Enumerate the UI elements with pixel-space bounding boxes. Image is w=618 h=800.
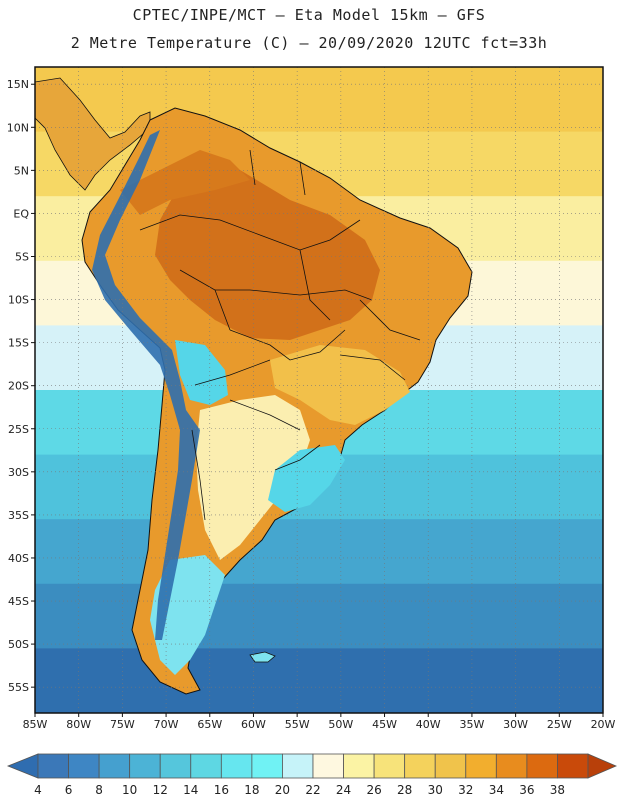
lat-label: 40S [8,552,29,565]
colorbar-label: 36 [519,783,534,797]
lat-label: 5S [15,250,29,263]
temperature-field [35,67,603,713]
colorbar-label: 20 [275,783,290,797]
lon-label: 25W [547,718,572,731]
map-title: CPTEC/INPE/MCT – Eta Model 15km – GFS [132,6,486,24]
lat-label: 15S [8,337,29,350]
lat-lon-grid [34,67,604,713]
lon-label: 50W [328,718,353,731]
colorbar-swatch [312,753,344,779]
colorbar-label: 30 [428,783,443,797]
colorbar-swatch [68,753,100,779]
colorbar-low-arrow [6,753,39,779]
andes-altiplano-cold [175,340,228,405]
lon-label: 45W [372,718,397,731]
colorbar-label: 4 [34,783,42,797]
colorbar-label: 34 [489,783,504,797]
lon-label: 65W [197,718,222,731]
lon-label: 35W [459,718,484,731]
latitude-axis: 15N 10N 5N EQ 5S 10S 15S 20S 25S 30S 35S 40S 45S 50S 5… [7,78,35,694]
lon-label: 85W [23,718,48,731]
lon-label: 80W [66,718,91,731]
colorbar-swatch [220,753,253,779]
lat-label: 35S [8,509,29,522]
colorbar-swatch [37,753,69,779]
lon-label: 40W [416,718,441,731]
country-borders [139,149,421,521]
map-frame [34,66,604,714]
lat-label: 5N [14,164,29,177]
lat-label: 25S [8,423,29,436]
colorbar-label: 12 [153,783,168,797]
amazon-hot-region [155,170,380,340]
andes-cold-strip [92,130,200,640]
ocean-band [35,519,603,585]
colorbar-label: 28 [397,783,412,797]
ocean-band [35,648,603,713]
colorbar-label: 6 [65,783,73,797]
lat-label: 10S [8,294,29,307]
lat-label: 45S [8,595,29,608]
colorbar-label: 8 [95,783,103,797]
lat-label: 20S [8,380,29,393]
lat-label: 55S [8,681,29,694]
colorbar-swatch [190,753,222,779]
colorbar-swatch [465,753,497,779]
colorbar-swatch [557,753,589,779]
lon-label: 60W [241,718,266,731]
colorbar-label: 14 [183,783,198,797]
lat-label: EQ [13,207,29,220]
colorbar-swatch [129,753,161,779]
colorbar-swatch [98,753,131,779]
southeast-mild-region [270,345,410,425]
colorbar-swatch [251,753,283,779]
colorbar-label: 22 [305,783,320,797]
lon-label: 70W [154,718,179,731]
lat-label: 10N [7,121,29,134]
lat-label: 15N [7,78,29,91]
map-subtitle: 2 Metre Temperature (C) – 20/09/2020 12U… [70,34,548,52]
colorbar-swatch [282,753,314,779]
colorbar-swatch [373,753,406,779]
uruguay-cold-region [268,445,345,512]
ocean-band [35,583,603,650]
colorbar-label: 26 [366,783,381,797]
longitude-axis: 85W 80W 75W 70W 65W 60W 55W 50W 45W 40W 35W 30W 25W 2… [23,713,616,731]
lon-label: 30W [503,718,528,731]
colorbar-label: 38 [550,783,565,797]
colorbar-label: 32 [458,783,473,797]
colorbar-high-arrow [587,753,618,779]
ocean-band [35,67,603,133]
colorbar-label: 16 [214,783,229,797]
colorbar-swatch [495,753,528,779]
colorbar-swatch [159,753,192,779]
falklands-islands [249,651,276,663]
lat-label: 50S [8,638,29,651]
colorbar-label: 18 [244,783,259,797]
northern-hot-region [120,150,250,215]
lon-label: 75W [110,718,135,731]
pampas-cool-region [196,395,310,560]
colorbar-swatch [434,753,467,779]
colorbar-label: 10 [122,783,137,797]
colorbar-swatch [343,753,375,779]
lon-label: 20W [591,718,616,731]
central-america-land [35,77,151,191]
colorbar-label: 24 [336,783,351,797]
colorbar-swatch [404,753,436,779]
temperature-colorbar: 4 6 8 10 12 14 16 18 20 22 24 26 28 30 32 34 36 38 [6,753,618,797]
lat-label: 30S [8,466,29,479]
colorbar-swatch [526,753,558,779]
lon-label: 55W [285,718,310,731]
